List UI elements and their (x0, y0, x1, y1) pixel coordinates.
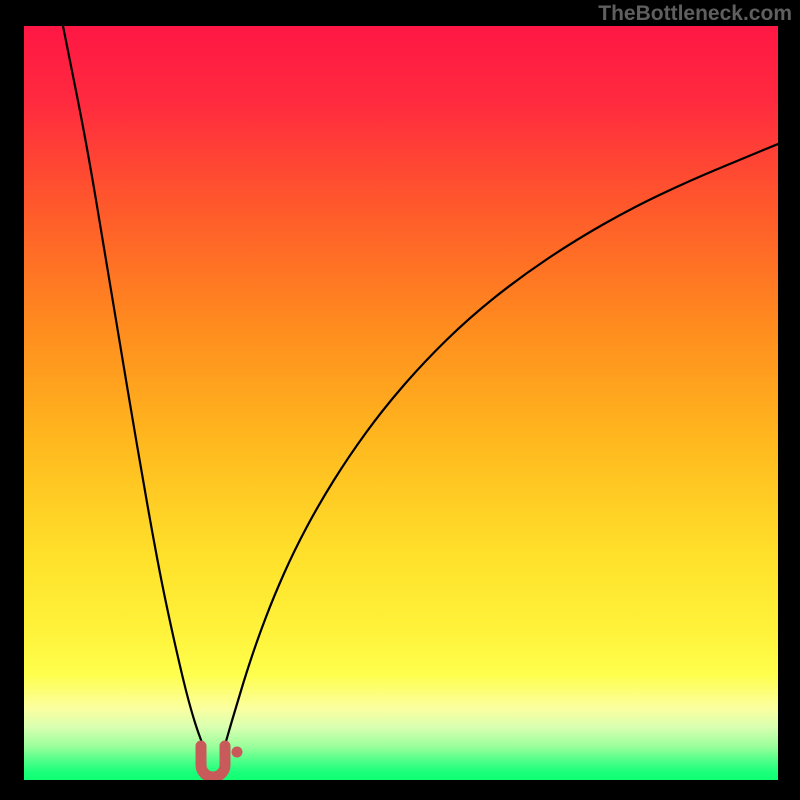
chart-container: TheBottleneck.com (0, 0, 800, 800)
right-curve (224, 144, 778, 748)
left-curve (63, 26, 204, 748)
curves-layer (24, 26, 778, 780)
plot-area (24, 26, 778, 780)
bottom-marks (201, 746, 243, 777)
watermark-text: TheBottleneck.com (598, 2, 792, 26)
